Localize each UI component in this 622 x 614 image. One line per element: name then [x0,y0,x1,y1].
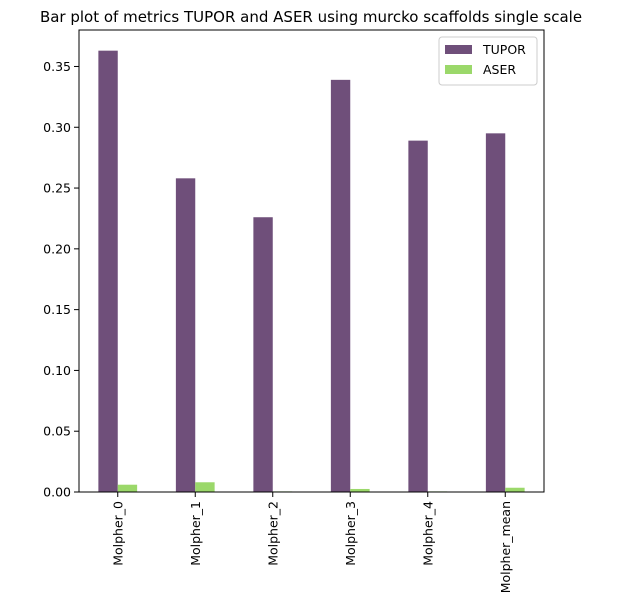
bars-group [98,50,525,493]
bar-tupor-molpher_1 [175,178,196,493]
x-tick-label: Molpher_0 [110,501,125,566]
y-axis: 0.00 0.05 0.10 0.15 0.20 0.25 0.30 0.35 [43,59,79,500]
x-tick-label: Molpher_1 [188,501,203,566]
y-tick-label: 0.05 [43,424,71,439]
chart-title: Bar plot of metrics TUPOR and ASER using… [40,8,582,26]
y-tick-label: 0.00 [43,485,71,500]
legend-swatch-aser [445,65,472,74]
bar-aser-molpher_mean [505,487,525,492]
bar-tupor-molpher_mean [485,133,506,492]
bar-tupor-molpher_3 [330,79,351,493]
x-tick-label: Molpher_mean [498,501,513,593]
y-tick-label: 0.10 [43,363,71,378]
y-tick-label: 0.25 [43,181,71,196]
bar-tupor-molpher_4 [408,140,428,492]
y-tick-label: 0.35 [43,59,71,74]
legend-label-aser: ASER [483,62,516,77]
y-tick-label: 0.30 [43,120,71,135]
legend: TUPOR ASER [438,36,538,86]
bar-aser-molpher_0 [117,484,138,492]
bar-aser-molpher_3 [350,488,370,492]
plot-frame [78,29,545,493]
bar-tupor-molpher_2 [253,217,273,493]
x-tick-label: Molpher_2 [265,501,280,566]
x-tick-label: Molpher_4 [420,501,435,566]
bar-aser-molpher_1 [195,482,215,492]
y-tick-label: 0.15 [43,302,71,317]
bar-tupor-molpher_0 [98,50,118,492]
y-tick-label: 0.20 [43,241,71,256]
x-axis: Molpher_0 Molpher_1 Molpher_2 Molpher_3 Molp… [110,492,513,593]
legend-label-tupor: TUPOR [482,42,526,57]
legend-swatch-tupor [445,45,472,54]
x-tick-label: Molpher_3 [343,501,358,566]
